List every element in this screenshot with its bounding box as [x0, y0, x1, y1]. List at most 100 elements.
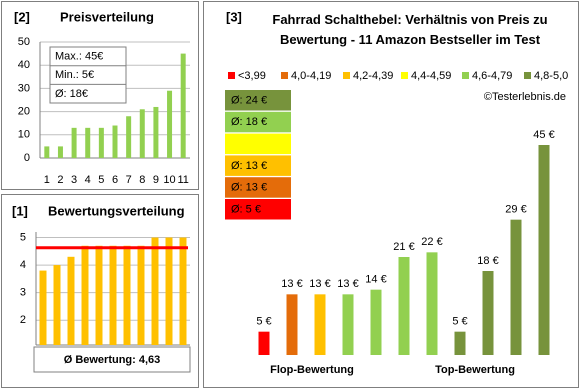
value-label: 21 € — [393, 241, 414, 253]
average-box — [225, 155, 291, 176]
panel-number: [2] — [14, 9, 30, 24]
y-tick-label: 10 — [18, 129, 30, 141]
legend-swatch — [401, 72, 408, 79]
panel-number: [3] — [226, 9, 242, 24]
bar — [426, 252, 438, 355]
value-label: 14 € — [365, 274, 386, 286]
bar — [44, 146, 50, 158]
legend-swatch — [343, 72, 350, 79]
x-tick-label: 4 — [85, 174, 91, 186]
average-box — [225, 133, 291, 155]
legend-label: 4,0-4,19 — [291, 70, 331, 82]
chart-title: Preisverteilung — [60, 9, 154, 24]
value-label: 45 € — [533, 129, 554, 141]
bar — [112, 125, 118, 158]
bar — [482, 271, 494, 355]
legend-swatch — [462, 72, 469, 79]
bar — [53, 265, 61, 345]
x-tick-label: 11 — [177, 174, 188, 186]
bar — [286, 294, 298, 355]
value-label: 13 € — [281, 278, 302, 290]
stats-box — [49, 46, 127, 104]
bar — [342, 294, 354, 355]
panel-number: [1] — [12, 203, 28, 218]
credit: ©Testerlebnis.de — [484, 91, 566, 103]
chart-title: Bewertungsverteilung — [48, 203, 185, 218]
average-label: Ø: 5 € — [231, 203, 261, 215]
legend-swatch — [524, 72, 531, 79]
x-tick-label: 8 — [139, 174, 145, 186]
x-tick-label: 10 — [163, 174, 175, 186]
y-tick-label: 2 — [20, 314, 26, 326]
x-tick-label: 5 — [98, 174, 104, 186]
legend-label: 4,8-5,0 — [534, 70, 568, 82]
stats-text: Min.: 5€ — [55, 69, 94, 81]
bar — [95, 245, 103, 345]
y-tick-label: 50 — [18, 36, 30, 48]
y-tick-label: 5 — [20, 231, 26, 243]
average-box — [225, 111, 291, 133]
bar — [123, 245, 131, 345]
average-box — [225, 199, 291, 220]
bar — [67, 256, 75, 345]
average-box — [225, 90, 291, 111]
bar — [510, 219, 522, 355]
y-tick-label: 0 — [24, 152, 30, 164]
bar — [39, 270, 47, 345]
x-tick-label: 1 — [44, 174, 50, 186]
average-box — [225, 177, 291, 198]
legend-swatch — [281, 72, 288, 79]
bar — [258, 331, 270, 355]
bar — [314, 294, 326, 355]
x-tick-label: 2 — [57, 174, 63, 186]
bar — [85, 127, 91, 158]
bar — [139, 109, 145, 158]
bar — [165, 237, 173, 345]
bar — [137, 245, 145, 345]
y-tick-label: 4 — [20, 259, 26, 271]
panel-frame — [203, 1, 579, 388]
title-box: Fahrrad Schalthebel: Verhältnis von Prei… — [272, 12, 548, 47]
bar — [109, 245, 117, 345]
legend-swatch — [228, 72, 235, 79]
stats-text: Ø: 18€ — [55, 88, 88, 100]
bar — [398, 257, 410, 355]
y-tick-label: 3 — [20, 287, 26, 299]
panel-frame — [1, 1, 199, 190]
x-tick-label: 7 — [126, 174, 132, 186]
bar — [538, 145, 550, 355]
bar — [98, 127, 104, 158]
x-tick-label: 3 — [71, 174, 77, 186]
bar — [370, 289, 382, 355]
bar — [81, 245, 89, 345]
bar — [126, 116, 132, 158]
average-label: Ø: 18 € — [231, 116, 267, 128]
value-label: 5 € — [452, 316, 467, 328]
chart-title: Fahrrad Schalthebel: Verhältnis von Prei… — [272, 12, 548, 47]
bar — [179, 237, 187, 345]
y-tick-label: 30 — [18, 82, 30, 94]
legend-label: 4,4-4,59 — [411, 70, 451, 82]
value-label: 29 € — [505, 204, 526, 216]
legend-label: 4,6-4,79 — [472, 70, 512, 82]
bar — [151, 237, 159, 345]
bar — [454, 331, 466, 355]
legend-label: <3,99 — [238, 70, 266, 82]
legend-label: 4,2-4,39 — [353, 70, 393, 82]
value-label: 5 € — [256, 316, 271, 328]
bar — [167, 90, 173, 158]
panel-frame — [1, 194, 199, 388]
bar — [153, 106, 159, 158]
group-label: Flop-Bewertung — [270, 364, 354, 376]
group-label: Top-Bewertung — [435, 364, 515, 376]
average-label: Ø: 13 € — [231, 182, 267, 194]
value-label: 13 € — [309, 278, 330, 290]
y-tick-label: 20 — [18, 106, 30, 118]
value-label: 18 € — [477, 255, 498, 267]
y-tick-label: 40 — [18, 59, 30, 71]
value-label: 13 € — [337, 278, 358, 290]
bar — [180, 53, 186, 158]
average-label: Ø: 13 € — [231, 160, 267, 172]
mean-label: Ø Bewertung: 4,63 — [64, 354, 161, 366]
